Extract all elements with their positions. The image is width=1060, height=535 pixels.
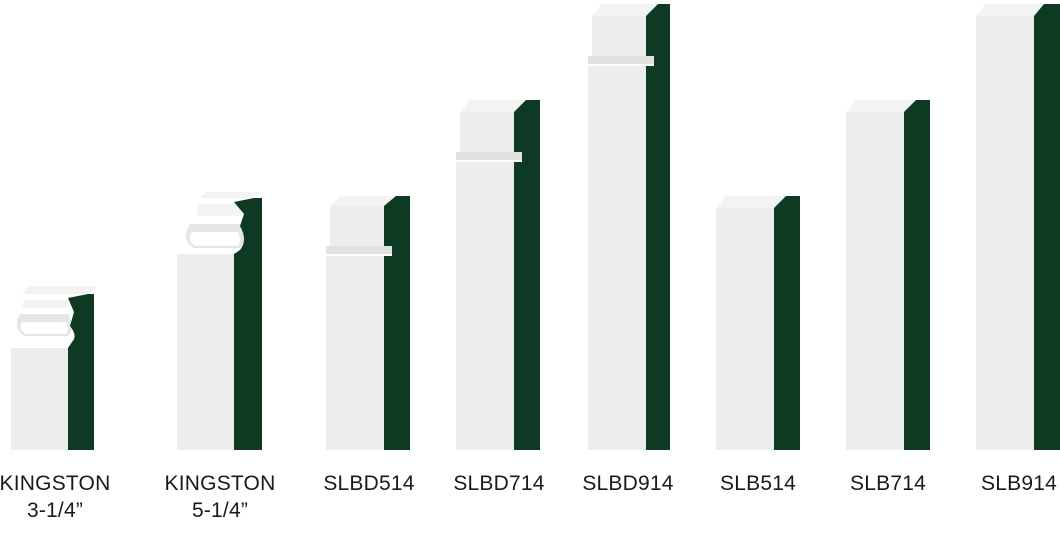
profile-label-slb514: SLB514 xyxy=(720,472,796,495)
slb714-profile xyxy=(846,100,936,452)
profile-label-kingston-3-1-4: KINGSTON 3-1/4” xyxy=(0,472,111,522)
slbd514-profile xyxy=(326,196,416,452)
kingston-3-1-4-profile xyxy=(10,286,100,452)
profile-label-slbd514: SLBD514 xyxy=(323,472,415,495)
kingston-5-1-4-profile xyxy=(176,192,266,452)
slb914-profile xyxy=(976,4,1060,452)
slbd914-profile xyxy=(588,4,678,452)
slbd714-profile xyxy=(456,100,546,452)
profile-label-slb914: SLB914 xyxy=(981,472,1057,495)
profile-label-slbd714: SLBD714 xyxy=(453,472,545,495)
profile-label-kingston-5-1-4: KINGSTON 5-1/4” xyxy=(164,472,276,522)
profile-label-slb714: SLB714 xyxy=(850,472,926,495)
slb514-profile xyxy=(716,196,806,452)
profile-label-slbd914: SLBD914 xyxy=(582,472,674,495)
